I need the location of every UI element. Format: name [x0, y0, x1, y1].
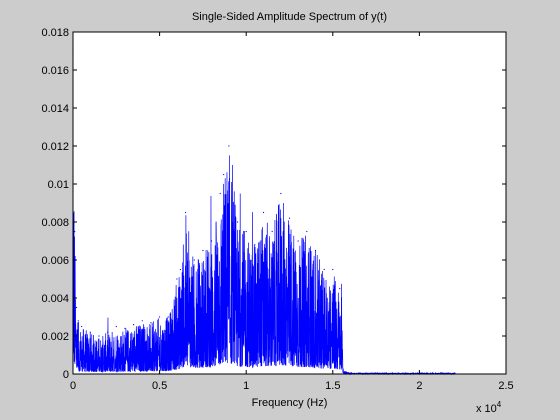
series-layer — [72, 50, 456, 376]
spectrum-point — [288, 217, 291, 219]
spectrum-point — [167, 316, 169, 318]
tick-layer: 0 0.5 1 1.5 2 2.5 0 0.002 0.004 0.006 0.008 0.01 0.0… — [41, 27, 513, 392]
y-tick-label: 0.016 — [41, 65, 69, 77]
x-tick-label: 1.5 — [325, 380, 340, 392]
x-tick-label: 1 — [243, 380, 249, 392]
spectrum-point — [297, 240, 299, 242]
x-tick-label: 2 — [416, 380, 422, 392]
y-tick-label: 0.008 — [41, 217, 69, 229]
spectrum-point — [219, 192, 221, 195]
spectrum-point — [193, 259, 195, 261]
spectrum-point — [236, 221, 239, 223]
spectrum-point — [77, 320, 79, 322]
spectrum-point — [349, 372, 351, 374]
spectrum-point — [133, 324, 135, 326]
y-tick-label: 0.004 — [41, 293, 69, 305]
spectrum-point — [280, 192, 282, 195]
spectrum-point — [340, 297, 343, 299]
spectrum-point — [323, 268, 325, 271]
spectrum-point — [454, 372, 456, 374]
spectrum-point — [245, 230, 247, 233]
spectrum-point — [75, 306, 78, 309]
spectrum-line — [72, 155, 456, 376]
spectrum-point — [176, 278, 178, 280]
spectrum-point — [332, 268, 334, 271]
x-tick-label: 2.5 — [498, 380, 513, 392]
y-tick-label: 0.002 — [41, 331, 69, 343]
spectrum-point — [159, 316, 161, 318]
y-tick-label: 0.012 — [41, 141, 69, 153]
spectrum-point — [342, 369, 344, 371]
spectrum-point — [74, 230, 76, 233]
spectrum-point — [254, 244, 256, 246]
spectrum-point — [210, 240, 213, 242]
spectrum-point — [339, 287, 341, 290]
spectrum-point — [179, 268, 181, 271]
spectrum-point — [223, 173, 225, 176]
spectrum-point — [384, 372, 386, 374]
spectrum-point — [115, 325, 117, 328]
spectrum-point — [150, 322, 152, 324]
spectrum-point — [98, 335, 100, 337]
chart-title: Single-Sided Amplitude Spectrum of y(t) — [192, 11, 387, 23]
spectrum-point — [81, 325, 83, 328]
y-tick-label: 0.018 — [41, 27, 69, 39]
spectrum-point — [306, 230, 308, 233]
spectrum-point — [262, 211, 265, 214]
x-axis-label: Frequency (Hz) — [252, 397, 328, 409]
y-tick-label: 0 — [63, 369, 69, 381]
spectrum-point — [228, 145, 230, 147]
y-tick-label: 0.006 — [41, 255, 69, 267]
spectrum-point — [184, 211, 187, 214]
spectrum-point — [314, 249, 317, 252]
spectrum-point — [271, 230, 273, 233]
spectrum-point — [107, 331, 109, 333]
spectrum-point — [141, 320, 143, 322]
x-axis-multiplier-exponent: 4 — [497, 400, 502, 409]
spectrum-point — [124, 327, 126, 329]
x-tick-label: 0 — [70, 380, 76, 392]
x-axis-multiplier-base: x 10 — [476, 403, 497, 415]
spectrum-point — [202, 249, 204, 252]
y-tick-label: 0.01 — [48, 179, 69, 191]
y-tick-label: 0.014 — [41, 103, 69, 115]
x-tick-label: 0.5 — [152, 380, 167, 392]
x-axis-multiplier: x 104 — [476, 400, 502, 415]
axes-frame — [72, 31, 507, 375]
spectrum-point — [89, 331, 91, 333]
